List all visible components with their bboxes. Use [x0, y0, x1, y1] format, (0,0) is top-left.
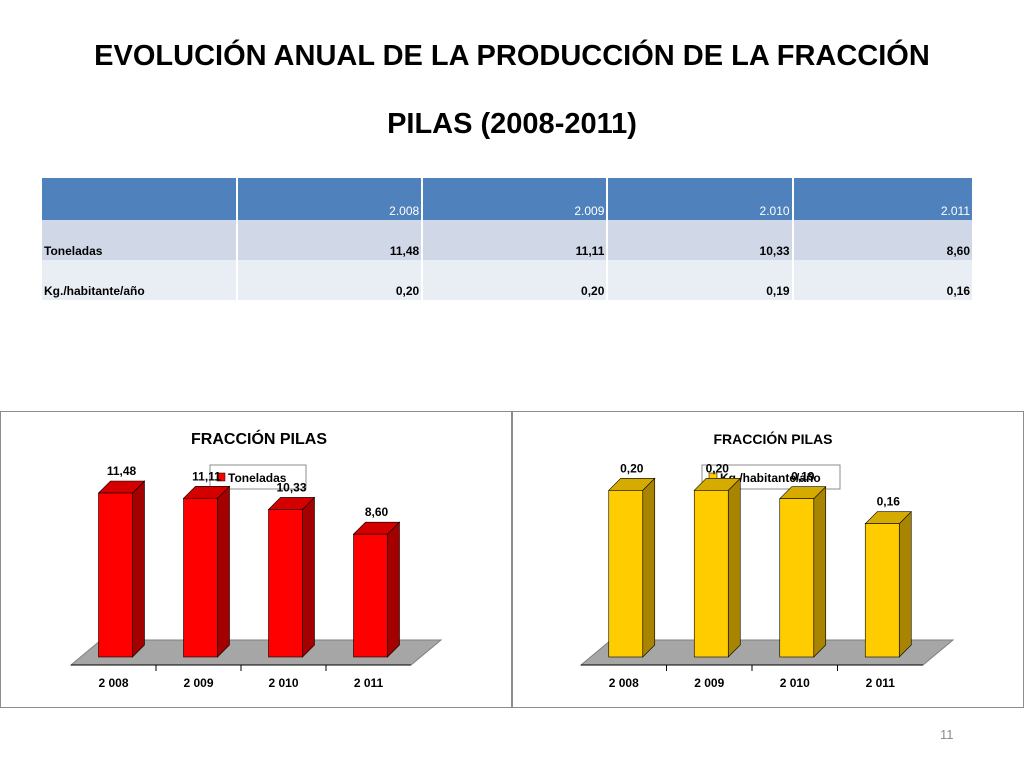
- table-header-cell: 2.011: [793, 178, 972, 220]
- bar: [353, 533, 388, 658]
- bar: [608, 490, 644, 658]
- x-tick-label: 2 010: [268, 676, 298, 690]
- bar-side: [132, 480, 145, 658]
- bar: [693, 490, 729, 658]
- row-label: Toneladas: [42, 220, 236, 260]
- table-header-cell: 2.010: [608, 178, 792, 220]
- data-label: 8,60: [365, 505, 389, 519]
- legend-box: [209, 464, 307, 490]
- bar-side: [302, 496, 315, 658]
- bar-side: [217, 485, 230, 658]
- bar-side: [813, 485, 827, 658]
- chart-title: FRACCIÓN PILAS: [191, 429, 327, 448]
- table-row: Toneladas 11,48 11,11 10,33 8,60: [42, 220, 972, 260]
- data-label: 10,33: [276, 480, 306, 494]
- legend-swatch: [216, 472, 226, 482]
- x-tick-label: 2 011: [866, 676, 896, 690]
- page-number: 11: [940, 727, 954, 742]
- legend-label: Kg./habitante/año: [720, 471, 821, 485]
- legend-label: Toneladas: [228, 471, 287, 485]
- table-cell: 10,33: [608, 220, 792, 260]
- table-cell: 0,19: [608, 260, 792, 300]
- table-cell: 11,48: [238, 220, 422, 260]
- chart-toneladas: FRACCIÓN PILAS Toneladas 11,48 2 008 11,11 2 …: [0, 411, 512, 708]
- slide-title-line-2: PILAS (2008-2011): [387, 108, 637, 140]
- x-tick-label: 2 008: [609, 676, 639, 690]
- data-label: 11,48: [107, 464, 137, 478]
- x-tick-label: 2 010: [780, 676, 810, 690]
- table-header-row: 2.008 2.009 2.010 2.011: [42, 178, 972, 220]
- chart-toneladas-svg: FRACCIÓN PILAS Toneladas 11,48 2 008 11,11 2 …: [69, 429, 443, 690]
- bar-side: [727, 477, 741, 658]
- chart-title: FRACCIÓN PILAS: [714, 430, 833, 447]
- table-cell: 0,20: [238, 260, 422, 300]
- data-label: 0,19: [791, 470, 815, 484]
- x-tick-label: 2 011: [354, 676, 384, 690]
- x-tick-label: 2 008: [98, 676, 128, 690]
- row-label: Kg./habitante/año: [42, 260, 236, 300]
- bar: [779, 498, 815, 658]
- x-tick-label: 2 009: [694, 676, 724, 690]
- table-cell: 11,11: [423, 220, 607, 260]
- data-label: 0,20: [706, 461, 730, 475]
- data-label: 0,20: [620, 461, 644, 475]
- table-header-cell: 2.009: [423, 178, 607, 220]
- slide-title-line-1: EVOLUCIÓN ANUAL DE LA PRODUCCIÓN DE LA F…: [94, 40, 930, 72]
- bar-side: [898, 510, 912, 658]
- table-cell: 0,20: [423, 260, 607, 300]
- table-header-cell: [42, 178, 236, 220]
- bar: [98, 492, 133, 658]
- x-tick-label: 2 009: [183, 676, 213, 690]
- chart-kg-habitante: FRACCIÓN PILAS Kg./habitante/año 0,20 2 008…: [512, 411, 1024, 708]
- table-cell: 0,16: [793, 260, 972, 300]
- data-label: 0,16: [877, 495, 901, 509]
- table-cell: 8,60: [793, 220, 972, 260]
- table-row: Kg./habitante/año 0,20 0,20 0,19 0,16: [42, 260, 972, 300]
- table-header-cell: 2.008: [238, 178, 422, 220]
- bar: [183, 497, 218, 658]
- data-label: 11,11: [192, 469, 221, 483]
- bar: [268, 509, 303, 658]
- bar-side: [642, 477, 656, 658]
- data-table: 2.008 2.009 2.010 2.011 Toneladas 11,48 …: [40, 178, 974, 300]
- bar: [864, 523, 900, 658]
- bar-side: [387, 521, 400, 658]
